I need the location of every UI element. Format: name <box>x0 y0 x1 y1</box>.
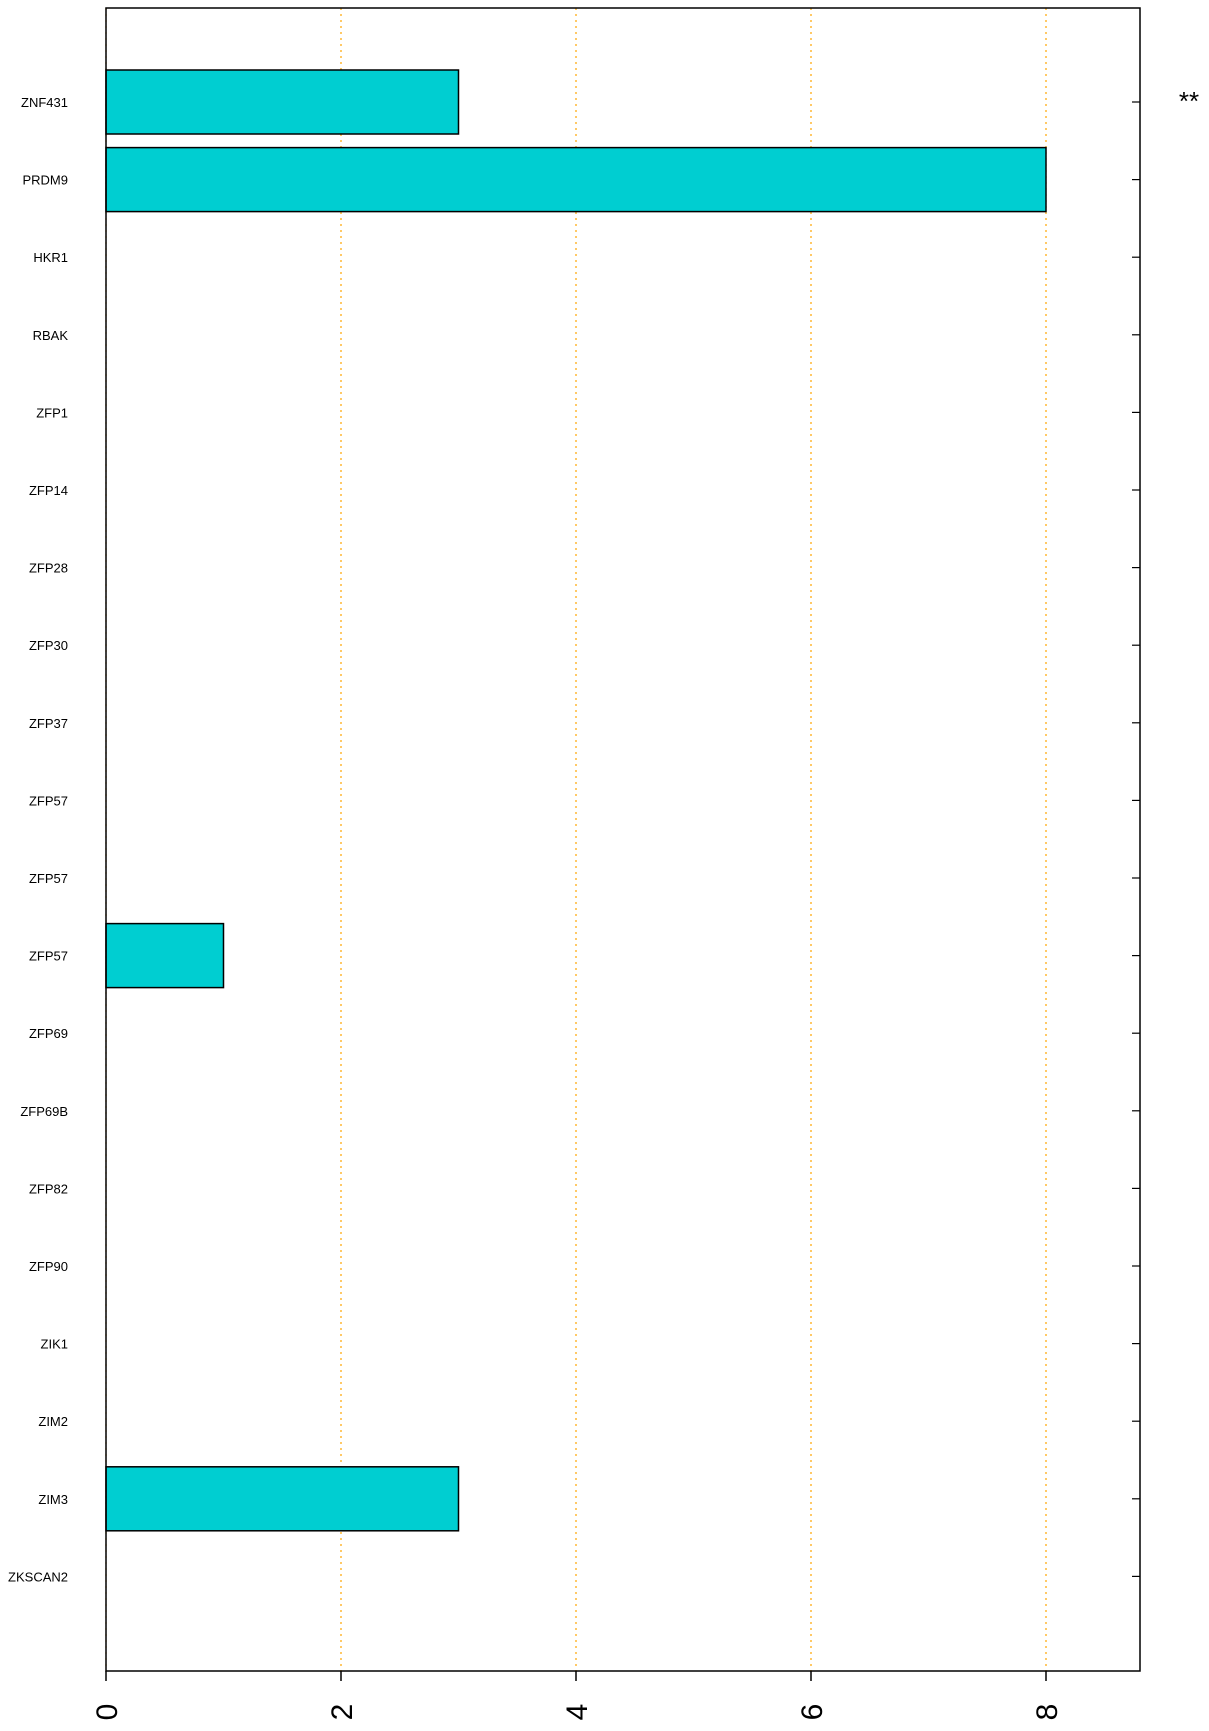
category-label: ZNF431 <box>21 95 68 110</box>
bar-zfp57-11 <box>105 922 225 989</box>
category-label: ZFP82 <box>29 1181 68 1196</box>
annotations: ** <box>1179 86 1199 116</box>
category-label: ZFP57 <box>29 949 68 964</box>
x-axis: 0 2 4 6 8 <box>91 1671 1064 1720</box>
right-axis-ticks <box>1132 101 1140 1578</box>
category-label: ZFP57 <box>29 793 68 808</box>
category-label: ZKSCAN2 <box>8 1569 68 1584</box>
category-label: ZFP57 <box>29 871 68 886</box>
category-label: ZIM2 <box>38 1414 68 1429</box>
bar-znf431-0 <box>105 69 460 135</box>
x-tick-label: 8 <box>1031 1704 1064 1721</box>
category-label: ZIM3 <box>38 1492 68 1507</box>
bar-zim3-18 <box>105 1466 460 1532</box>
x-tick-label: 2 <box>326 1704 359 1721</box>
x-tick-label: 0 <box>91 1704 124 1721</box>
category-label: ZFP69B <box>20 1104 68 1119</box>
category-label: ZFP90 <box>29 1259 68 1274</box>
category-label: ZFP69 <box>29 1026 68 1041</box>
category-label: ZFP37 <box>29 716 68 731</box>
category-label: ZFP30 <box>29 638 68 653</box>
bars <box>105 69 1047 1609</box>
category-label: ZIK1 <box>41 1337 68 1352</box>
significance-annotation: ** <box>1179 86 1199 116</box>
x-tick-label: 4 <box>561 1704 594 1721</box>
category-label: PRDM9 <box>22 173 68 188</box>
x-tick-label: 6 <box>796 1704 829 1721</box>
category-label: ZFP14 <box>29 483 68 498</box>
plot-area <box>106 8 1140 1671</box>
bar-prdm9-1 <box>105 146 1047 213</box>
category-label: ZFP28 <box>29 561 68 576</box>
category-label: ZFP1 <box>36 405 68 420</box>
category-labels: ZNF431 PRDM9 HKR1 RBAK ZFP1 ZFP14 ZFP28 ZFP30 ZF… <box>8 95 68 1584</box>
plot-frame <box>105 7 1141 1672</box>
category-label: HKR1 <box>33 250 68 265</box>
category-label: RBAK <box>33 328 69 343</box>
